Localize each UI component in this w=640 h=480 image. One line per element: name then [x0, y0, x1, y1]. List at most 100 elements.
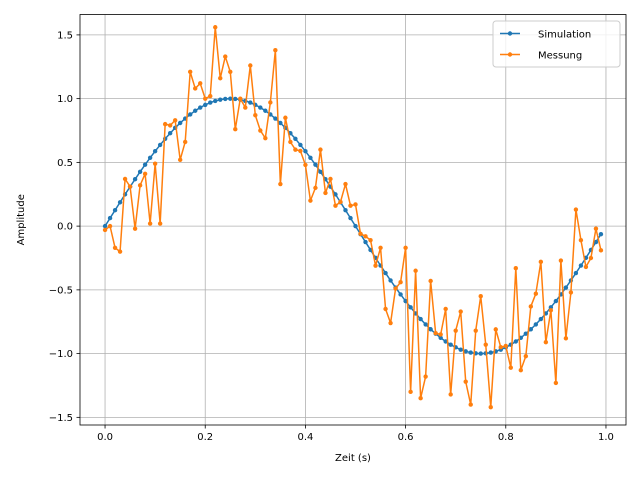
data-point [258, 105, 263, 110]
data-point [358, 231, 363, 236]
data-point [228, 96, 233, 101]
data-point [182, 139, 188, 145]
data-point [468, 402, 473, 407]
data-point [548, 308, 554, 313]
data-point [488, 350, 493, 355]
data-point [213, 98, 218, 104]
data-point [208, 93, 213, 99]
data-point [378, 245, 383, 250]
data-point [102, 223, 108, 229]
data-point [453, 328, 458, 333]
data-point [343, 207, 348, 213]
legend-marker [507, 31, 513, 36]
data-point [523, 331, 529, 336]
data-point [438, 335, 443, 341]
series-line [104, 26, 602, 408]
data-point [403, 245, 408, 250]
data-point [333, 192, 338, 197]
x-tick-label: 0.2 [197, 432, 213, 443]
data-point [263, 108, 268, 113]
data-point [162, 121, 168, 127]
data-point [107, 223, 113, 229]
data-point [578, 263, 584, 268]
data-point [177, 120, 183, 126]
data-point [573, 207, 579, 212]
data-point [167, 130, 173, 136]
y-tick-label: −1.0 [49, 349, 73, 360]
data-point [348, 215, 353, 221]
data-point [533, 291, 539, 296]
legend-marker [507, 52, 513, 57]
data-point [323, 190, 328, 196]
series-layer [102, 25, 604, 410]
y-tick-label: 0.5 [57, 158, 73, 169]
data-point [268, 100, 273, 105]
data-point [263, 135, 268, 141]
data-point [298, 142, 303, 148]
data-point [248, 63, 253, 68]
plot-frame [79, 14, 627, 426]
data-point [273, 116, 278, 121]
data-point [568, 290, 574, 295]
data-point [233, 127, 238, 132]
data-point [198, 105, 203, 110]
data-point [147, 221, 153, 226]
x-tick-label: 0.6 [398, 432, 414, 443]
x-axis-label: Zeit (s) [335, 453, 371, 464]
data-point [538, 316, 544, 322]
data-point [428, 327, 433, 332]
data-point [478, 351, 483, 356]
data-point [408, 305, 413, 310]
data-point [348, 203, 353, 208]
data-point [127, 184, 133, 189]
data-point [157, 221, 163, 226]
data-point [117, 200, 123, 205]
data-point [132, 177, 138, 182]
legend-label: Simulation [538, 30, 591, 41]
data-point [288, 139, 293, 145]
data-point [188, 112, 193, 117]
data-point [413, 268, 418, 273]
data-point [293, 136, 298, 141]
data-point [563, 285, 569, 290]
data-point [593, 226, 599, 231]
data-point [157, 142, 163, 148]
data-point [172, 118, 178, 123]
legend-box [492, 20, 621, 68]
data-point [338, 199, 343, 205]
data-point [193, 86, 198, 91]
data-point [298, 148, 303, 154]
data-point [273, 47, 278, 53]
x-tick-label: 0.8 [498, 432, 514, 443]
data-point [393, 286, 398, 291]
data-point [308, 198, 313, 203]
data-point [518, 367, 524, 373]
data-point [208, 100, 213, 105]
data-point [553, 298, 559, 304]
x-tick-label: 0.0 [97, 432, 113, 443]
data-point [383, 270, 388, 276]
data-point [558, 258, 564, 263]
data-point [523, 353, 529, 359]
data-point [142, 171, 148, 177]
data-point [142, 162, 148, 167]
data-point [513, 265, 518, 271]
data-point [303, 162, 308, 168]
data-point [132, 226, 138, 231]
data-point [578, 237, 584, 243]
data-point [107, 215, 113, 221]
y-tick-label: 0.0 [57, 222, 73, 233]
data-point [167, 123, 173, 128]
data-point [152, 148, 158, 154]
data-point [147, 155, 153, 160]
data-point [418, 316, 423, 322]
data-point [177, 157, 183, 163]
data-point [388, 278, 393, 283]
axis-ticks: 0.0 0.2 0.4 0.6 0.8 1.0 −1.5 −1.0 −0.5 0.0 0.5 1.0 1… [49, 30, 614, 443]
y-tick-label: −0.5 [49, 285, 73, 296]
data-point [398, 292, 403, 297]
data-point [463, 349, 468, 354]
data-point [233, 96, 238, 102]
data-point [248, 100, 253, 105]
